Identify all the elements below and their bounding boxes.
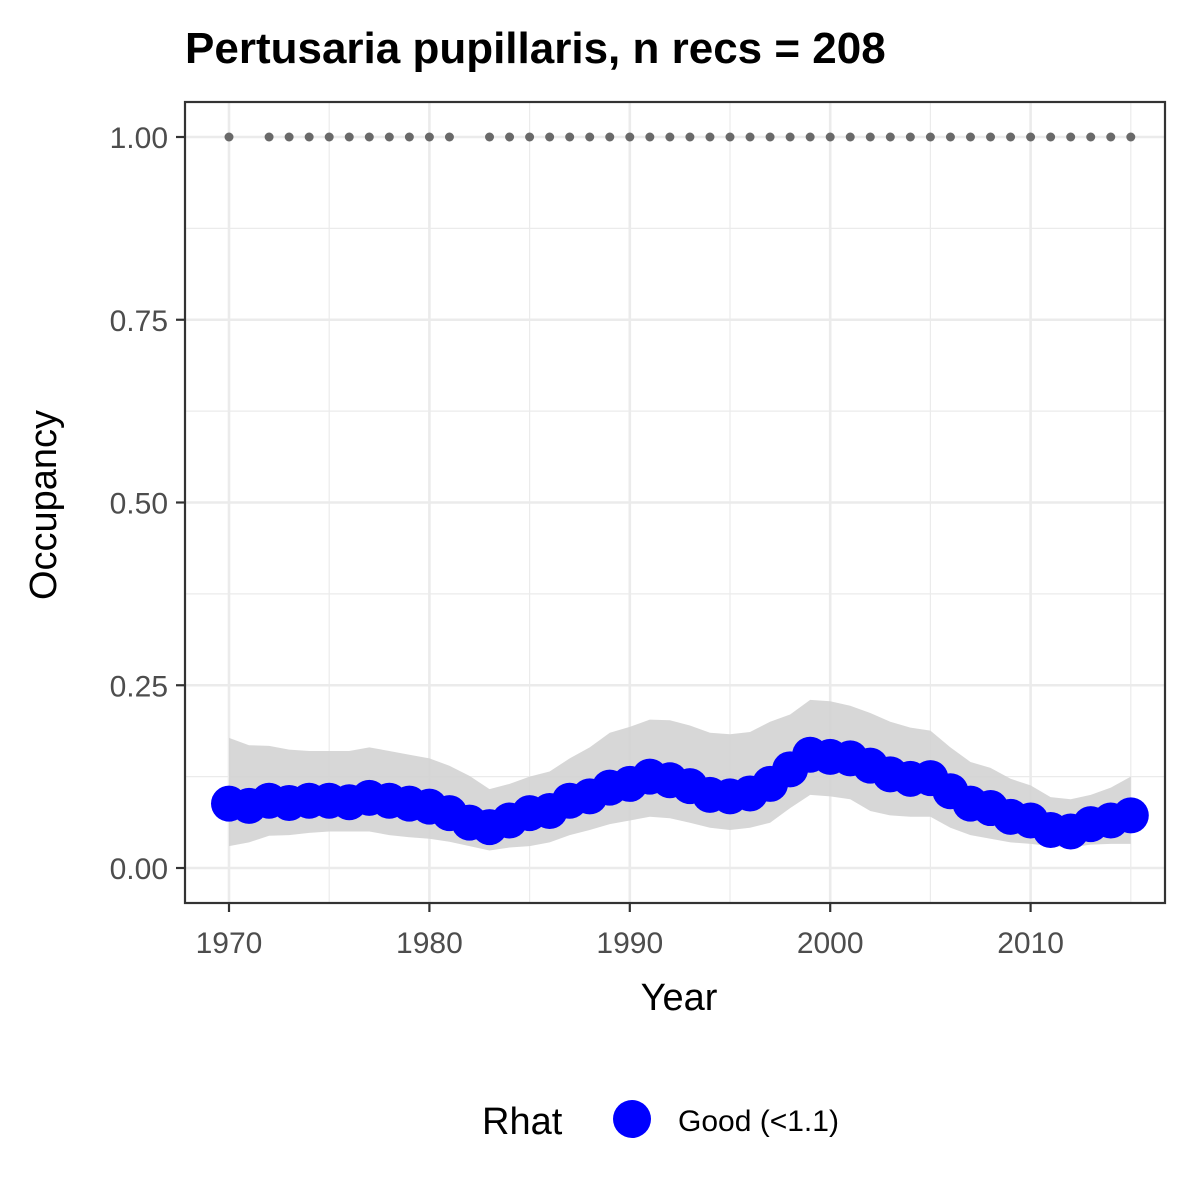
record-year-marker bbox=[705, 132, 715, 142]
record-year-marker bbox=[585, 132, 595, 142]
record-year-marker bbox=[545, 132, 555, 142]
y-tick-label: 0.25 bbox=[110, 670, 168, 703]
record-year-marker bbox=[825, 132, 835, 142]
record-year-marker bbox=[1066, 132, 1076, 142]
record-year-marker bbox=[444, 132, 454, 142]
x-tick-label: 1970 bbox=[196, 927, 263, 960]
record-year-marker bbox=[384, 132, 394, 142]
legend-label-good: Good (<1.1) bbox=[678, 1105, 839, 1138]
record-year-marker bbox=[284, 132, 294, 142]
legend-title: Rhat bbox=[482, 1101, 563, 1143]
x-tick-label: 1990 bbox=[596, 927, 663, 960]
y-axis-title: Occupancy bbox=[23, 410, 65, 600]
y-tick-label: 0.00 bbox=[110, 853, 168, 886]
record-year-marker bbox=[404, 132, 414, 142]
plot-panel bbox=[183, 100, 1167, 905]
record-year-marker bbox=[965, 132, 975, 142]
record-year-marker bbox=[424, 132, 434, 142]
record-year-marker bbox=[845, 132, 855, 142]
record-year-marker bbox=[925, 132, 935, 142]
x-tick-label: 2010 bbox=[997, 927, 1064, 960]
record-year-marker bbox=[645, 132, 655, 142]
record-year-marker bbox=[505, 132, 515, 142]
y-tick-label: 0.50 bbox=[110, 488, 168, 521]
record-year-marker bbox=[785, 132, 795, 142]
record-year-marker bbox=[224, 132, 234, 142]
x-tick-label: 1980 bbox=[396, 927, 463, 960]
data-layer bbox=[211, 132, 1149, 851]
record-year-marker bbox=[324, 132, 334, 142]
occupancy-point bbox=[1112, 797, 1149, 834]
record-year-marker bbox=[865, 132, 875, 142]
y-axis: 0.00 0.25 0.50 0.75 1.00 bbox=[110, 122, 185, 886]
x-axis-title: Year bbox=[641, 977, 718, 1019]
record-year-marker bbox=[725, 132, 735, 142]
record-year-marker bbox=[885, 132, 895, 142]
record-year-marker bbox=[485, 132, 495, 142]
y-tick-label: 0.75 bbox=[110, 305, 168, 338]
x-axis: 1970 1980 1990 2000 2010 bbox=[196, 903, 1064, 960]
record-year-marker bbox=[565, 132, 575, 142]
record-year-marker bbox=[685, 132, 695, 142]
record-year-marker bbox=[1026, 132, 1036, 142]
record-year-marker bbox=[986, 132, 996, 142]
y-tick-label: 1.00 bbox=[110, 122, 168, 155]
chart-title: Pertusaria pupillaris, n recs = 208 bbox=[185, 24, 886, 73]
record-year-marker bbox=[625, 132, 635, 142]
record-year-marker bbox=[945, 132, 955, 142]
record-year-marker bbox=[344, 132, 354, 142]
legend-key-good bbox=[613, 1100, 651, 1138]
record-year-marker bbox=[605, 132, 615, 142]
record-year-marker bbox=[905, 132, 915, 142]
record-year-marker bbox=[745, 132, 755, 142]
record-year-marker bbox=[364, 132, 374, 142]
record-year-marker bbox=[1006, 132, 1016, 142]
record-year-marker bbox=[765, 132, 775, 142]
legend: Rhat Good (<1.1) bbox=[482, 1100, 839, 1143]
record-year-marker bbox=[665, 132, 675, 142]
record-year-marker bbox=[1046, 132, 1056, 142]
record-year-marker bbox=[264, 132, 274, 142]
record-year-marker bbox=[1126, 132, 1136, 142]
record-year-marker bbox=[1086, 132, 1096, 142]
record-year-marker bbox=[1106, 132, 1116, 142]
record-year-marker bbox=[304, 132, 314, 142]
record-year-marker bbox=[805, 132, 815, 142]
record-year-marker bbox=[525, 132, 535, 142]
x-tick-label: 2000 bbox=[797, 927, 864, 960]
